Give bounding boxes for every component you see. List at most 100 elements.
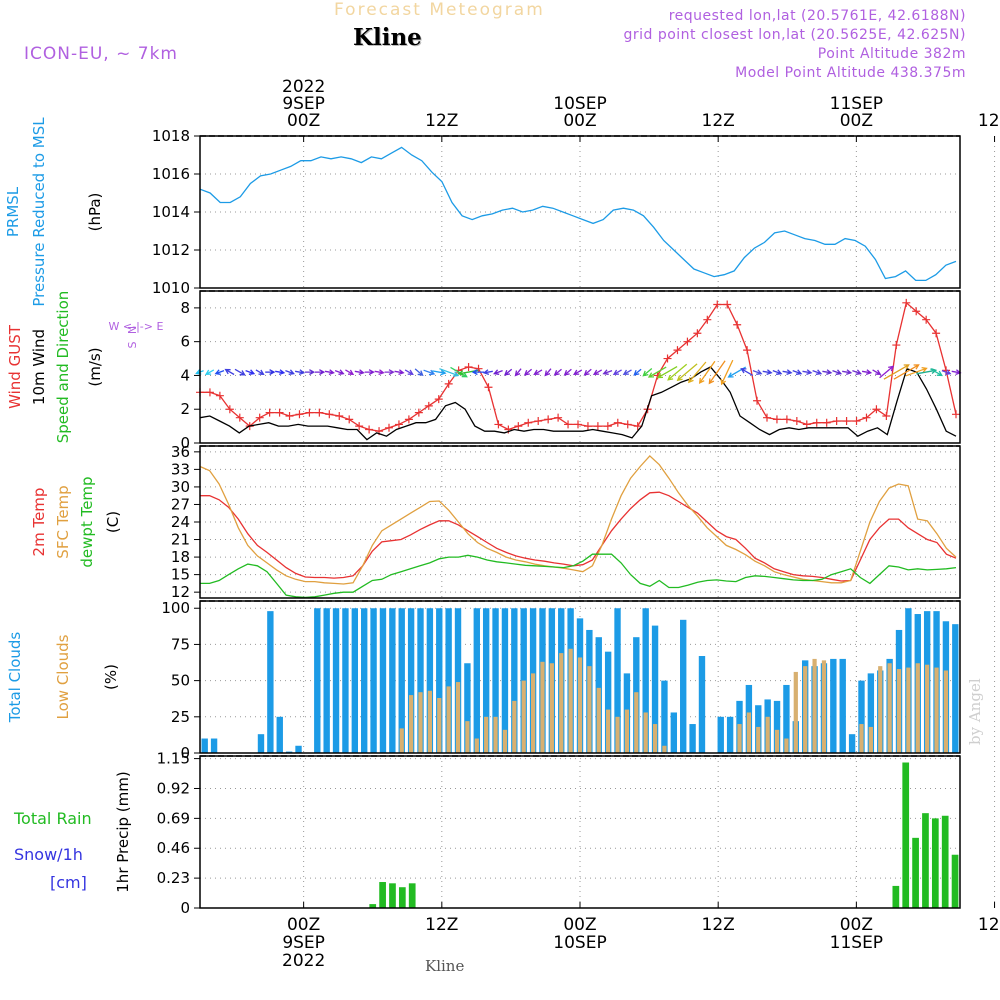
y-tick-label: 50	[171, 672, 190, 690]
gust-marker	[673, 346, 682, 355]
axis-label: Speed and Direction	[54, 291, 72, 444]
gust-marker	[235, 413, 244, 422]
y-tick-label: 36	[171, 443, 190, 461]
wind-direction-arrow	[384, 369, 395, 376]
total-clouds-bar	[858, 680, 865, 753]
total-clouds-bar	[257, 734, 265, 753]
gust-marker	[355, 422, 364, 431]
axis-label: 2m Temp	[30, 488, 48, 557]
total-rain-bar	[389, 883, 396, 908]
gust-marker	[385, 423, 393, 432]
low-clouds-bar	[399, 728, 404, 753]
wind-direction-arrow	[883, 364, 910, 380]
total-clouds-bar	[717, 716, 724, 753]
panel-2: 0 2 4 6 8 Wind GUST 10m Wind Speed and Directio…	[6, 290, 996, 452]
point-altitude: Point Altitude 382m	[817, 46, 966, 62]
wind-direction-arrow	[533, 369, 543, 375]
wind-direction-arrow	[245, 369, 256, 375]
wind-direction-arrow	[573, 369, 583, 375]
low-clouds-bar	[634, 692, 639, 753]
low-clouds-bar	[606, 709, 611, 753]
total-clouds-bar	[726, 716, 734, 753]
total-rain-bar	[379, 882, 386, 908]
gust-marker	[345, 415, 354, 424]
y-tick-label: 0	[180, 899, 190, 917]
total-rain-bar	[912, 837, 919, 908]
low-clouds-bar	[530, 673, 536, 753]
sfc-temp-line	[199, 454, 957, 585]
y-tick-label: 1016	[152, 165, 190, 183]
wind-direction-arrow	[893, 364, 920, 380]
low-clouds-bar	[784, 738, 789, 753]
total-clouds-bar	[501, 608, 509, 753]
y-tick-label: 15	[171, 566, 190, 584]
wind-direction-arrow	[345, 369, 355, 375]
y-tick-label: 27	[171, 495, 190, 513]
gust-marker	[325, 410, 334, 419]
low-clouds-bar	[474, 738, 479, 753]
compass-south: S	[126, 341, 139, 348]
gust-marker	[902, 298, 911, 307]
gust-marker	[574, 420, 582, 429]
wind-direction-arrow	[224, 368, 235, 376]
total-clouds-bar	[370, 608, 377, 753]
wind-direction-arrow	[432, 369, 447, 376]
axis-label: Low Clouds	[54, 634, 72, 719]
time-label-top: 00Z	[840, 111, 873, 131]
gust-marker	[613, 418, 622, 427]
gust-marker	[763, 413, 771, 422]
wind-direction-arrow	[667, 363, 688, 381]
gust-marker	[862, 413, 871, 422]
wind-direction-arrow	[255, 369, 265, 375]
gust-marker	[544, 415, 553, 424]
watermark: by Angel	[966, 678, 984, 745]
wind-direction-arrow	[423, 369, 436, 376]
snow-unit: [cm]	[50, 873, 87, 892]
panel-4: 0 25 50 75 100 Total Clouds Low Clouds (%)	[6, 599, 996, 762]
total-rain-bar	[892, 885, 900, 908]
y-tick-label: 6	[180, 333, 190, 351]
gust-marker	[772, 415, 781, 424]
total-clouds-bar	[604, 651, 612, 753]
low-clouds-bar	[493, 716, 498, 753]
low-clouds-bar	[859, 724, 864, 753]
low-clouds-bar	[756, 726, 761, 753]
total-clouds-bar	[417, 608, 424, 753]
total-rain-bar	[941, 815, 949, 908]
total-clouds-bar	[511, 608, 518, 753]
gust-marker	[942, 366, 951, 375]
gust-marker	[215, 391, 224, 400]
gust-marker	[723, 300, 732, 309]
gust-marker	[394, 420, 403, 429]
wind-direction-arrow	[563, 368, 572, 376]
total-clouds-bar	[680, 619, 687, 753]
gust-marker	[265, 408, 274, 417]
y-tick-label: 30	[171, 478, 190, 496]
wind-direction-arrow	[404, 369, 414, 375]
gust-marker	[932, 329, 941, 338]
wind-direction-arrow	[861, 369, 873, 376]
wind-direction-arrow	[514, 368, 522, 377]
gust-marker	[832, 417, 841, 426]
wind-direction-arrow	[688, 361, 707, 384]
wind-direction-arrow	[285, 369, 295, 375]
low-clouds-bar	[774, 729, 780, 753]
y-tick-label: 0.69	[157, 809, 190, 827]
y-tick-label: 1.15	[157, 750, 190, 768]
gust-marker	[424, 401, 433, 410]
wind-direction-arrow	[905, 366, 928, 377]
time-label-bottom: 2022	[282, 951, 325, 971]
wind-direction-arrow	[752, 369, 763, 375]
gust-marker	[564, 420, 573, 429]
low-clouds-bar	[512, 700, 517, 753]
low-clouds-bar	[587, 666, 592, 753]
axis-label: dewpt Temp	[78, 476, 96, 567]
wind-direction-arrow	[633, 368, 642, 376]
time-label-top: 12Z	[702, 111, 735, 131]
gust-marker	[792, 417, 801, 426]
y-tick-label: 0	[180, 744, 190, 762]
total-clouds-bar	[342, 608, 349, 753]
total-clouds-bar	[295, 745, 302, 753]
wind-direction-arrow	[720, 359, 734, 386]
total-clouds-bar	[848, 734, 856, 753]
